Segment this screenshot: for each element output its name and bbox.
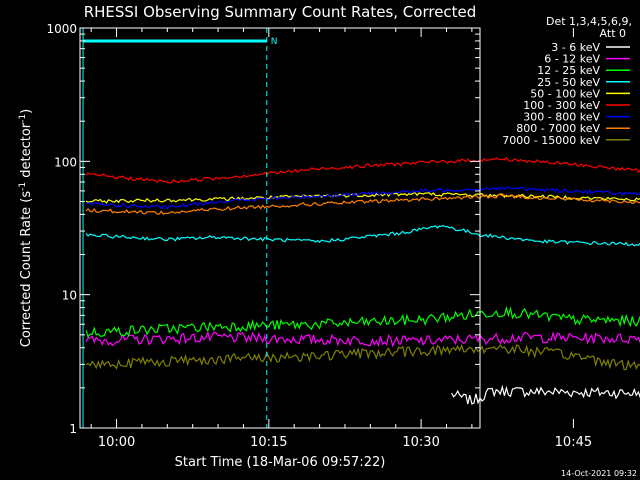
night-marker-label: N (271, 37, 278, 47)
x-tick-label: 10:30 (402, 435, 439, 450)
y-axis-label: Corrected Count Rate (s-1 detector-1) (18, 109, 34, 347)
series-layer (85, 157, 640, 405)
x-tick-label: 10:00 (98, 435, 135, 450)
legend-label-7: 800 - 7000 keV (516, 122, 600, 135)
series-line-4 (85, 191, 640, 204)
y-tick-label: 1 (69, 422, 77, 436)
footer-timestamp: 14-Oct-2021 09:32 (561, 469, 637, 478)
legend-header-attenuator: Att 0 (600, 27, 626, 40)
marker-layer: N (82, 28, 278, 428)
plot-frame (79, 27, 481, 429)
y-axis-label-sup2: -1 (18, 114, 28, 123)
legend-label-4: 50 - 100 keV (530, 87, 600, 100)
x-tick-label: 10:45 (555, 435, 592, 450)
series-line-0 (451, 384, 640, 405)
y-axis-label-end: ) (19, 109, 34, 114)
legend-header-detectors: Det 1,3,4,5,6,9, (546, 15, 632, 28)
y-axis-label-main: Corrected Count Rate (s (19, 191, 34, 348)
y-tick-label: 1000 (46, 22, 77, 36)
y-tick-label: 10 (62, 289, 77, 303)
series-line-7 (85, 193, 640, 215)
legend-label-8: 7000 - 15000 keV (502, 134, 600, 147)
legend-label-1: 6 - 12 keV (544, 53, 600, 66)
y-axis-label-mid: detector (19, 122, 34, 182)
legend-label-6: 300 - 800 keV (523, 111, 600, 124)
series-line-2 (85, 305, 640, 338)
legend-label-0: 3 - 6 keV (551, 41, 600, 54)
series-line-6 (85, 186, 640, 210)
legend-label-3: 25 - 50 keV (537, 76, 600, 89)
chart-title: RHESSI Observing Summary Count Rates, Co… (84, 3, 477, 21)
legend-label-2: 12 - 25 keV (537, 64, 600, 77)
y-tick-label: 100 (54, 155, 77, 169)
series-line-1 (85, 330, 640, 348)
y-axis-label-sup1: -1 (18, 182, 28, 191)
series-line-8 (85, 343, 640, 371)
series-line-5 (85, 157, 640, 184)
series-line-3 (85, 224, 640, 247)
axis-layer: 110100100010:0010:1510:3010:4511:0011:15… (46, 22, 592, 450)
x-tick-label: 10:15 (250, 435, 287, 450)
x-axis-label: Start Time (18-Mar-06 09:57:22) (175, 455, 386, 470)
legend-label-5: 100 - 300 keV (523, 99, 600, 112)
